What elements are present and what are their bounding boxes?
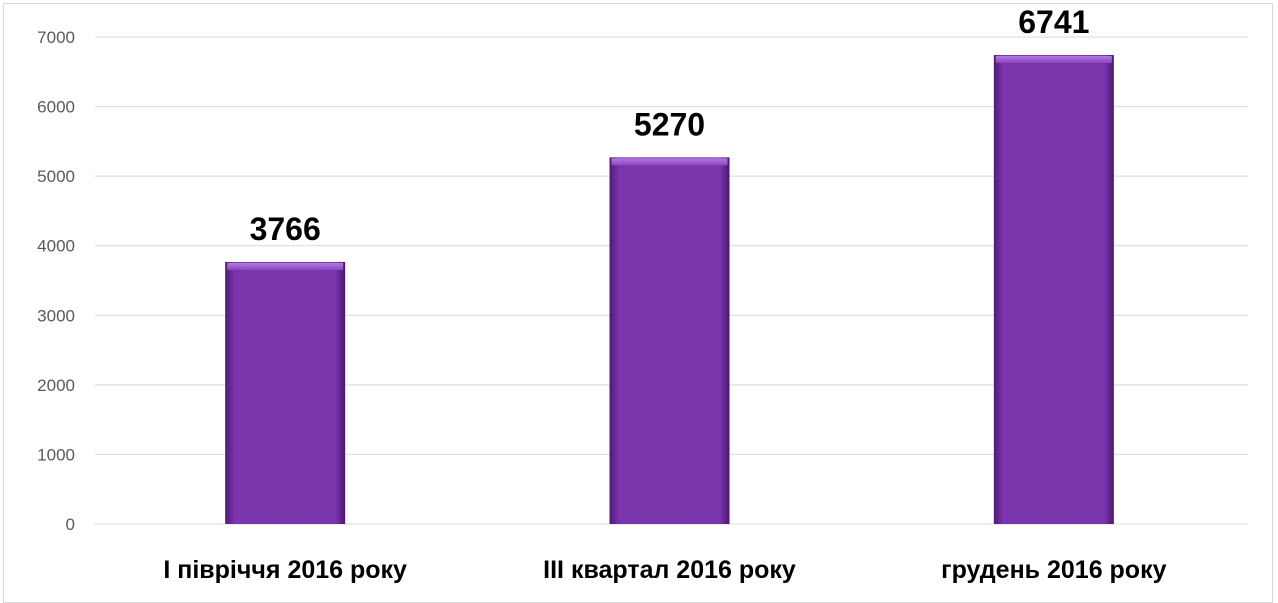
- category-label-3: грудень 2016 року: [941, 556, 1166, 584]
- category-label-2: III квартал 2016 року: [543, 556, 796, 584]
- y-tick-label-7000: 7000: [37, 28, 75, 47]
- bar-cap-3: [995, 56, 1112, 64]
- data-label-3: 6741: [1018, 4, 1089, 40]
- bar-3: [993, 55, 1114, 524]
- y-tick-label-6000: 6000: [37, 98, 75, 117]
- category-label-1: I півріччя 2016 року: [163, 556, 407, 584]
- y-tick-label-5000: 5000: [37, 167, 75, 186]
- y-tick-label-3000: 3000: [37, 306, 75, 325]
- y-tick-label-4000: 4000: [37, 237, 75, 256]
- bar-2: [609, 157, 730, 524]
- data-label-1: 3766: [250, 211, 321, 247]
- y-tick-label-0: 0: [66, 515, 75, 534]
- y-tick-label-1000: 1000: [37, 445, 75, 464]
- y-tick-label-2000: 2000: [37, 376, 75, 395]
- bar-1: [225, 261, 346, 524]
- data-label-2: 5270: [634, 106, 705, 142]
- bar-cap-1: [227, 262, 344, 270]
- data-labels: 3766 5270 6741: [250, 4, 1090, 247]
- x-axis-categories: I півріччя 2016 року III квартал 2016 рок…: [163, 556, 1166, 584]
- y-axis-ticks: 0 1000 2000 3000 4000 5000 6000 7000: [37, 28, 75, 534]
- bars: [225, 55, 1114, 524]
- bar-cap-2: [611, 158, 728, 166]
